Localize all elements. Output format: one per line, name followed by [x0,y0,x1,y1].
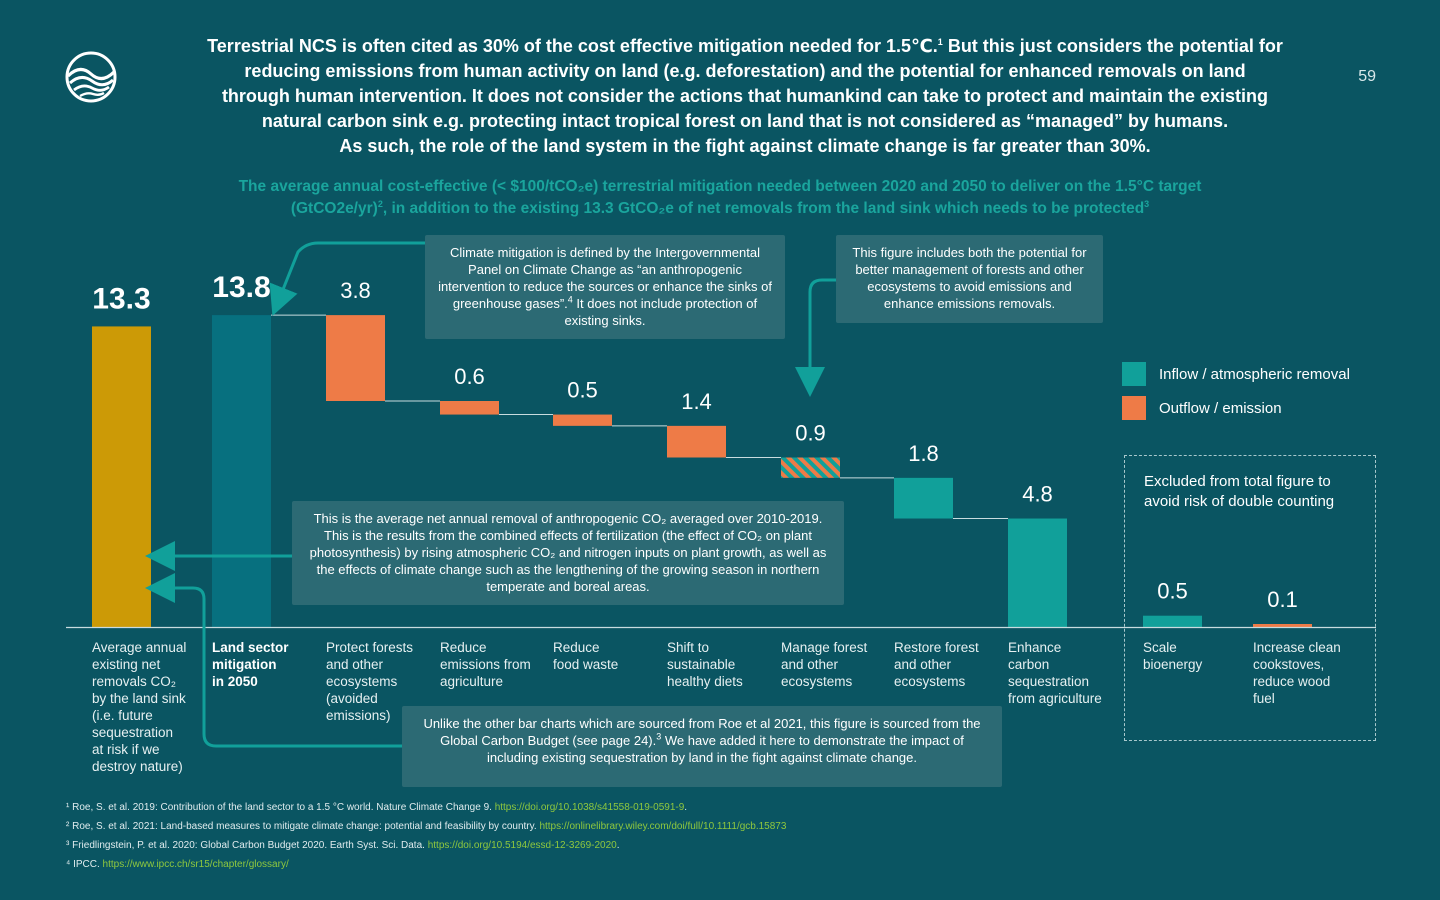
value-label-10: 0.1 [1267,587,1298,612]
bar-4 [553,414,612,426]
value-label-8: 4.8 [1022,482,1053,507]
headline: Terrestrial NCS is often cited as 30% of… [207,36,1283,156]
category-label-3: Reduce emissions from agriculture [440,640,531,689]
category-label-8: Enhance carbon sequestration from agricultu… [1008,640,1102,706]
excluded-note: Excluded from total figure to avoid risk… [1144,473,1335,510]
value-label-6: 0.9 [795,421,826,446]
bar-6 [781,457,840,478]
value-label-1: 13.8 [212,271,270,304]
value-label-7: 1.8 [908,441,939,466]
bar-9 [1143,615,1202,627]
callout-ipcc-definition: Climate mitigation is defined by the Int… [425,235,785,339]
legend-item-inflow: Inflow / atmospheric removal [1122,362,1350,386]
value-label-9: 0.5 [1157,579,1188,604]
category-label-7: Restore forest and other ecosystems [894,640,979,689]
legend-swatch-outflow [1122,396,1146,420]
footnote-link[interactable]: https://doi.org/10.5194/essd-12-3269-202… [427,840,617,851]
value-label-5: 1.4 [681,389,712,414]
value-label-3: 0.6 [454,364,485,389]
legend-swatch-inflow [1122,362,1146,386]
bar-1 [212,315,271,627]
category-label-10: Increase clean cookstoves, reduce wood fuel [1253,640,1341,706]
category-label-5: Shift to sustainable healthy diets [667,640,743,689]
chart-subtitle: The average annual cost-effective (< $10… [238,178,1202,217]
bar-2 [326,315,385,401]
footnote-1: ¹ Roe, S. et al. 2019: Contribution of t… [66,802,688,813]
bar-0 [92,326,151,627]
category-label-6: Manage forest and other ecosystems [781,640,868,689]
callout-figure-note: This figure includes both the potential … [836,235,1103,323]
bar-10 [1253,624,1312,627]
bar-5 [667,425,726,458]
value-label-4: 0.5 [567,378,598,403]
footnotes: ¹ Roe, S. et al. 2019: Contribution of t… [66,801,786,877]
legend-label-inflow: Inflow / atmospheric removal [1159,365,1350,383]
category-label-2: Protect forests and other ecosystems (avoid… [326,640,414,723]
value-label-0: 13.3 [92,282,150,315]
callout-source-note: Unlike the other bar charts which are so… [402,706,1002,787]
arrow-figure [795,278,836,397]
footnote-link[interactable]: https://doi.org/10.1038/s41558-019-0591-… [494,802,685,813]
footnote-2: ² Roe, S. et al. 2021: Land-based measur… [66,821,787,832]
footnote-link[interactable]: https://onlinelibrary.wiley.com/doi/full… [539,821,787,832]
legend-item-outflow: Outflow / emission [1122,396,1350,420]
category-label-9: Scale bioenergy [1143,640,1203,672]
footnote-4: ⁴ IPCC. https://www.ipcc.ch/sr15/chapter… [66,859,289,870]
category-label-4: Reduce food waste [553,640,619,672]
bar-8 [1008,518,1067,627]
value-label-2: 3.8 [340,278,371,303]
footnote-link[interactable]: https://www.ipcc.ch/sr15/chapter/glossar… [102,859,289,870]
category-label-0: Average annual existing net removals CO₂ by… [92,640,187,774]
bar-3 [440,401,499,415]
excluded-dashed-box [1124,455,1376,741]
arrow-ipcc [269,241,425,316]
bar-7 [894,477,953,519]
arrow-source [145,573,402,748]
category-label-1: Land sector mitigation in 2050 [212,640,289,689]
callout-net-removal: This is the average net annual removal o… [292,501,844,605]
page-number: 59 [1358,68,1376,85]
legend-label-outflow: Outflow / emission [1159,399,1282,417]
footnote-3: ³ Friedlingstein, P. et al. 2020: Global… [66,840,620,851]
logo-icon [65,51,117,103]
legend: Inflow / atmospheric removal Outflow / e… [1122,362,1350,430]
